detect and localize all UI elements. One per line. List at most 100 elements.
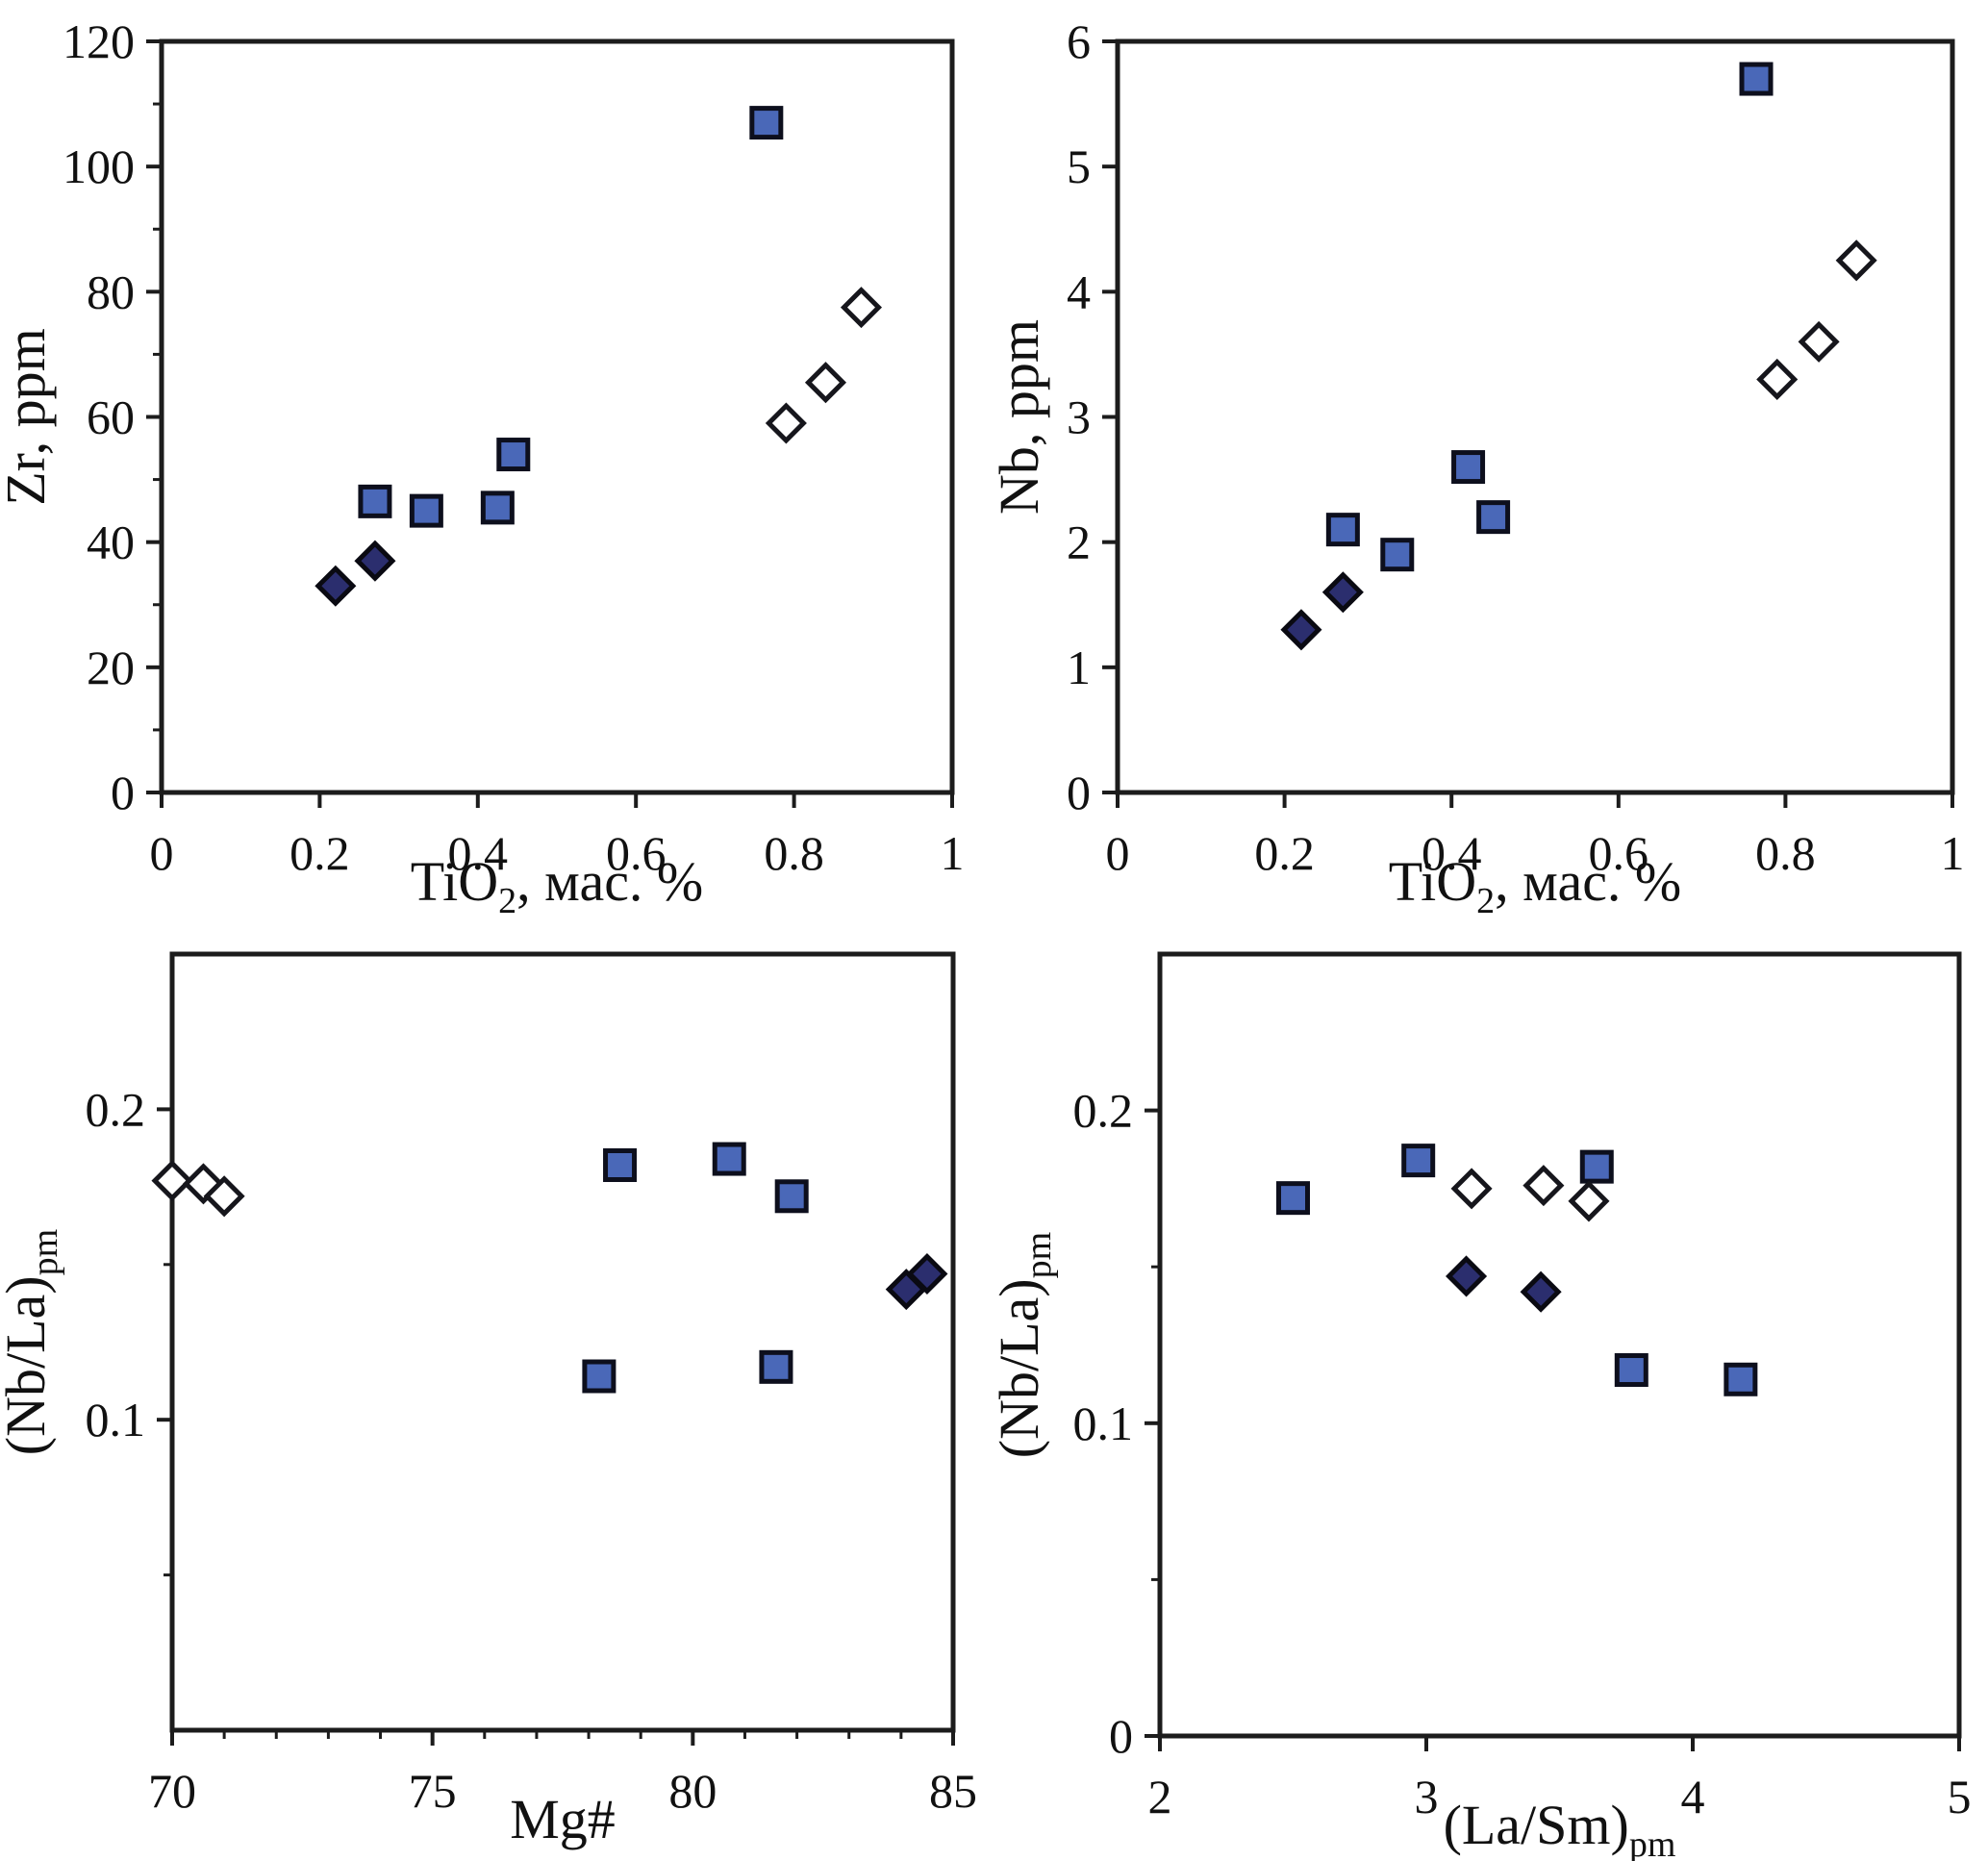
x-tick-label: 0.8 — [1755, 826, 1816, 880]
chart-nb-vs-tio2: 0 0.2 0.4 0.6 0.8 1 0 1 2 3 4 5 6 TiO2, мас. % Nb, ppm — [988, 0, 1988, 923]
nb-vs-tio2-scatter-plot: 0 0.2 0.4 0.6 0.8 1 0 1 2 3 4 5 6 TiO2, мас. % Nb, ppm — [988, 14, 1965, 921]
x-tick-label: 0 — [1106, 826, 1130, 880]
x-tick-label: 5 — [1948, 1770, 1972, 1823]
series-open-diamonds — [765, 287, 883, 444]
data-point-diamond — [315, 565, 357, 607]
x-tick-label: 0.2 — [289, 826, 350, 880]
x-tick-label: 0.4 — [1422, 826, 1482, 880]
x-axis-ticks: 2 3 4 5 — [1148, 1736, 1972, 1823]
data-point-square — [1579, 1149, 1614, 1184]
x-tick-label: 3 — [1415, 1770, 1439, 1823]
data-point-square — [409, 493, 443, 528]
x-axis-label: Mg# — [510, 1788, 616, 1850]
data-point-diamond — [840, 287, 883, 329]
y-axis-label: Zr, ppm — [0, 328, 57, 506]
data-point-diamond — [203, 1175, 245, 1218]
data-point-square — [1401, 1144, 1436, 1178]
x-tick-label: 4 — [1681, 1770, 1705, 1823]
y-tick-label: 40 — [87, 516, 135, 569]
data-point-diamond — [1280, 609, 1322, 651]
plot-frame — [159, 38, 955, 795]
y-tick-label: 0.2 — [1073, 1084, 1134, 1138]
y-axis-ticks: 0 1 2 3 4 5 6 — [1067, 14, 1118, 819]
data-point-square — [1724, 1362, 1758, 1396]
y-tick-label: 1 — [1067, 641, 1091, 694]
y-tick-label: 0.1 — [86, 1393, 146, 1446]
data-point-diamond — [1450, 1168, 1493, 1210]
series-dark-diamonds — [1280, 571, 1364, 651]
x-tick-label: 85 — [929, 1764, 977, 1818]
x-tick-label: 0.2 — [1254, 826, 1315, 880]
x-axis-label: TiO2, мас. % — [411, 850, 704, 921]
y-tick-label: 0.2 — [86, 1082, 146, 1136]
zr-vs-tio2-scatter-plot: 0 0.2 0.4 0.6 0.8 1 0 20 40 60 80 100 120 TiO2, мас. … — [0, 14, 965, 921]
x-tick-label: 1 — [941, 826, 965, 880]
chart-nbla-vs-mg: 70 75 80 85 0.1 0.2 Mg# (Nb/La)pm — [0, 923, 994, 1861]
plot-frame — [169, 951, 956, 1733]
data-point-square — [358, 484, 392, 518]
data-point-diamond — [1522, 1165, 1565, 1207]
x-axis-ticks: 0 0.2 0.4 0.6 0.8 1 — [1106, 792, 1965, 880]
y-tick-label: 2 — [1067, 516, 1091, 569]
x-axis-ticks: 0 0.2 0.4 0.6 0.8 1 — [150, 792, 965, 880]
data-point-diamond — [804, 362, 847, 404]
data-point-diamond — [765, 402, 807, 444]
data-point-square — [1614, 1353, 1648, 1388]
y-axis-ticks: 0 20 40 60 80 100 120 — [63, 14, 162, 819]
x-axis-label: TiO2, мас. % — [1389, 850, 1682, 921]
y-tick-label: 0 — [1109, 1709, 1133, 1763]
x-tick-label: 70 — [148, 1764, 196, 1818]
data-point-square — [774, 1179, 809, 1214]
y-tick-label: 20 — [87, 641, 135, 694]
y-tick-label: 0 — [111, 766, 135, 819]
x-tick-label: 75 — [409, 1764, 457, 1818]
x-axis-ticks: 70 75 80 85 — [148, 1730, 977, 1818]
series-dark-diamonds — [1446, 1255, 1562, 1313]
x-axis-label: (La/Sm)pm — [1444, 1794, 1676, 1861]
y-axis-ticks: 0.1 0.2 — [86, 1082, 172, 1577]
series-open-diamonds — [151, 1160, 245, 1218]
data-point-square — [1380, 538, 1415, 572]
y-axis-ticks: 0 0.1 0.2 — [1073, 1084, 1160, 1763]
y-tick-label: 5 — [1067, 139, 1091, 193]
y-axis-label: (Nb/La)pm — [988, 1232, 1059, 1458]
y-tick-label: 120 — [63, 14, 135, 68]
y-tick-label: 0 — [1067, 766, 1091, 819]
data-point-diamond — [906, 1252, 948, 1295]
data-point-diamond — [1756, 358, 1799, 400]
y-axis-label: Nb, ppm — [988, 319, 1050, 515]
x-tick-label: 0.6 — [1589, 826, 1649, 880]
plot-frame — [1157, 951, 1962, 1739]
series-blue-squares — [582, 1142, 809, 1394]
x-tick-label: 2 — [1148, 1770, 1172, 1823]
data-point-diamond — [151, 1160, 193, 1202]
data-point-square — [1276, 1181, 1310, 1216]
nbla-vs-lasm-scatter-plot: 2 3 4 5 0 0.1 0.2 (La/Sm)pm (Nb/La)pm — [988, 951, 1972, 1861]
nbla-vs-mg-scatter-plot: 70 75 80 85 0.1 0.2 Mg# (Nb/La)pm — [0, 951, 977, 1850]
series-dark-diamonds — [315, 540, 396, 607]
data-point-diamond — [1798, 320, 1840, 363]
data-point-square — [496, 438, 531, 472]
data-point-square — [712, 1142, 746, 1176]
data-point-diamond — [1835, 239, 1877, 282]
y-tick-label: 0.1 — [1073, 1396, 1134, 1450]
data-point-square — [1451, 450, 1486, 485]
x-tick-label: 0.6 — [606, 826, 667, 880]
data-point-diamond — [354, 540, 396, 582]
x-tick-label: 0.4 — [448, 826, 509, 880]
chart-zr-vs-tio2: 0 0.2 0.4 0.6 0.8 1 0 20 40 60 80 100 120 TiO2, мас. … — [0, 0, 994, 923]
series-blue-squares — [1276, 1144, 1758, 1396]
data-point-square — [759, 1349, 793, 1384]
x-tick-label: 80 — [668, 1764, 717, 1818]
x-tick-label: 0 — [150, 826, 174, 880]
data-point-diamond — [1568, 1180, 1610, 1222]
data-point-square — [1476, 500, 1511, 535]
data-point-square — [1739, 62, 1774, 96]
y-tick-label: 60 — [87, 390, 135, 444]
y-tick-label: 100 — [63, 139, 135, 193]
chart-nbla-vs-lasm: 2 3 4 5 0 0.1 0.2 (La/Sm)pm (Nb/La)pm — [988, 923, 1988, 1861]
x-tick-label: 0.8 — [764, 826, 824, 880]
y-tick-label: 3 — [1067, 390, 1091, 444]
plot-frame — [1115, 38, 1955, 795]
data-point-diamond — [1321, 571, 1364, 614]
